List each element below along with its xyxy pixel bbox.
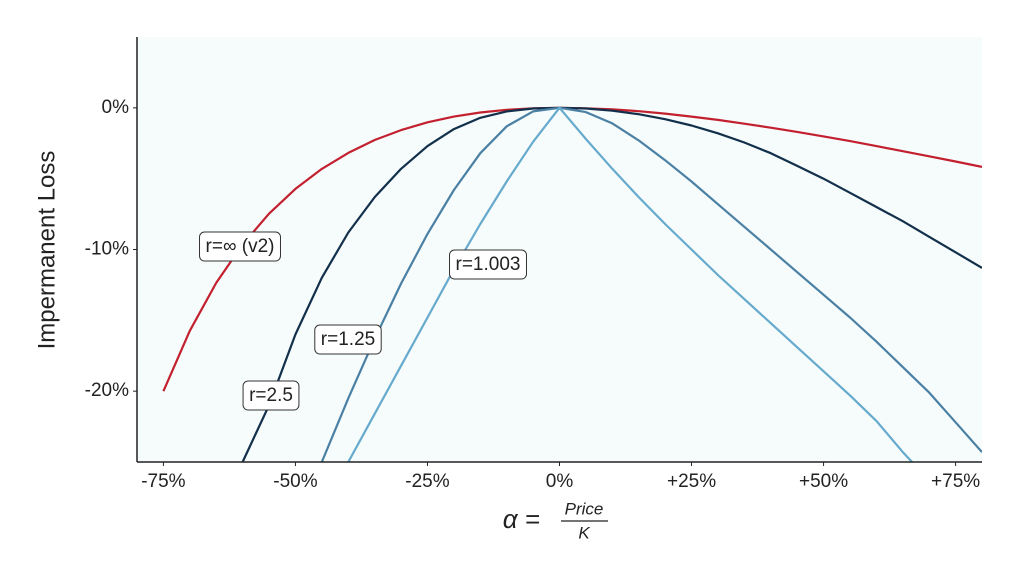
series-line	[320, 106, 982, 462]
x-axis-label: α = Price K	[503, 499, 608, 542]
x-label-denominator: K	[578, 523, 590, 542]
series-label: r=∞ (v2)	[206, 236, 275, 257]
x-label-numerator: Price	[565, 499, 604, 518]
series-line	[241, 106, 982, 462]
x-tick-label: -75%	[141, 471, 185, 492]
y-tick-label: -10%	[85, 239, 129, 260]
series-label: r=2.5	[249, 385, 293, 406]
y-axis-label: Impermanent Loss	[33, 151, 60, 350]
series-line	[347, 106, 914, 462]
y-tick-label: -20%	[85, 380, 129, 401]
series-label: r=1.25	[321, 329, 375, 350]
x-tick-label: -25%	[405, 471, 449, 492]
series-label-box	[242, 380, 300, 411]
series-label-box	[199, 231, 281, 262]
series-label-box	[449, 249, 527, 280]
x-tick-label: 0%	[546, 471, 574, 492]
series-group	[162, 106, 982, 462]
x-tick-label: +25%	[667, 471, 716, 492]
x-tick-label: +50%	[799, 471, 848, 492]
series-label: r=1.003	[456, 254, 521, 275]
y-tick-label: 0%	[102, 97, 130, 118]
x-tick-label: +75%	[931, 471, 980, 492]
x-label-lhs: α =	[503, 504, 540, 534]
series-label-box	[314, 324, 382, 355]
x-tick-label: -50%	[273, 471, 317, 492]
